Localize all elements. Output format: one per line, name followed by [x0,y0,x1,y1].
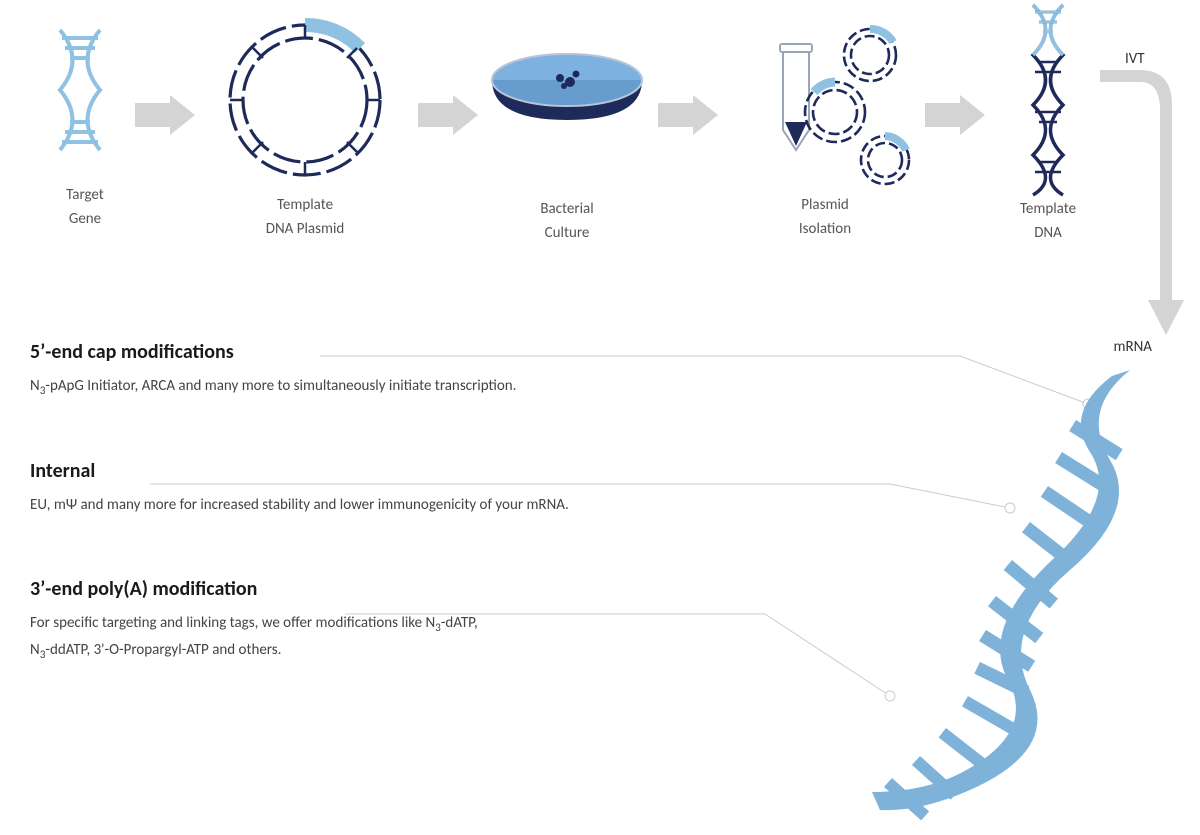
workflow-row: Target Gene [30,20,1160,300]
mrna-strand-icon [820,360,1180,825]
flow-arrow-1 [135,95,195,140]
step-label-4a: Plasmid [801,196,849,214]
template-dna-icon [1013,0,1083,200]
step-label-1a: Target [66,186,104,204]
step-target-gene: Target Gene [30,20,140,231]
ivt-arrow [1100,70,1190,345]
target-gene-icon [40,20,130,170]
step-plasmid-isolation: Plasmid Isolation [725,20,925,241]
step-label-2a: Template [277,196,333,214]
step-label-3a: Bacterial [540,200,593,218]
step-label-1b: Gene [69,210,101,228]
flow-arrow-3 [658,95,718,140]
step-label-5b: DNA [1034,224,1062,242]
step-label-3b: Culture [545,224,590,242]
ivt-label: IVT [1125,50,1145,68]
plasmid-isolation-icon [725,0,925,200]
step-template-plasmid: Template DNA Plasmid [200,20,410,241]
flow-arrow-4 [925,95,985,140]
plasmid-icon [205,0,405,200]
step-label-4b: Isolation [799,220,851,238]
step-template-dna: Template DNA [988,20,1108,245]
step-label-5a: Template [1020,200,1076,218]
petri-dish-icon [482,20,652,170]
mod-title-3prime: 3’-end poly(A) modification [30,577,790,601]
flow-arrow-2 [418,95,478,140]
step-label-2b: DNA Plasmid [266,220,345,238]
step-bacterial-culture: Bacterial Culture [482,20,652,245]
mrna-label: mRNA [1114,338,1153,356]
